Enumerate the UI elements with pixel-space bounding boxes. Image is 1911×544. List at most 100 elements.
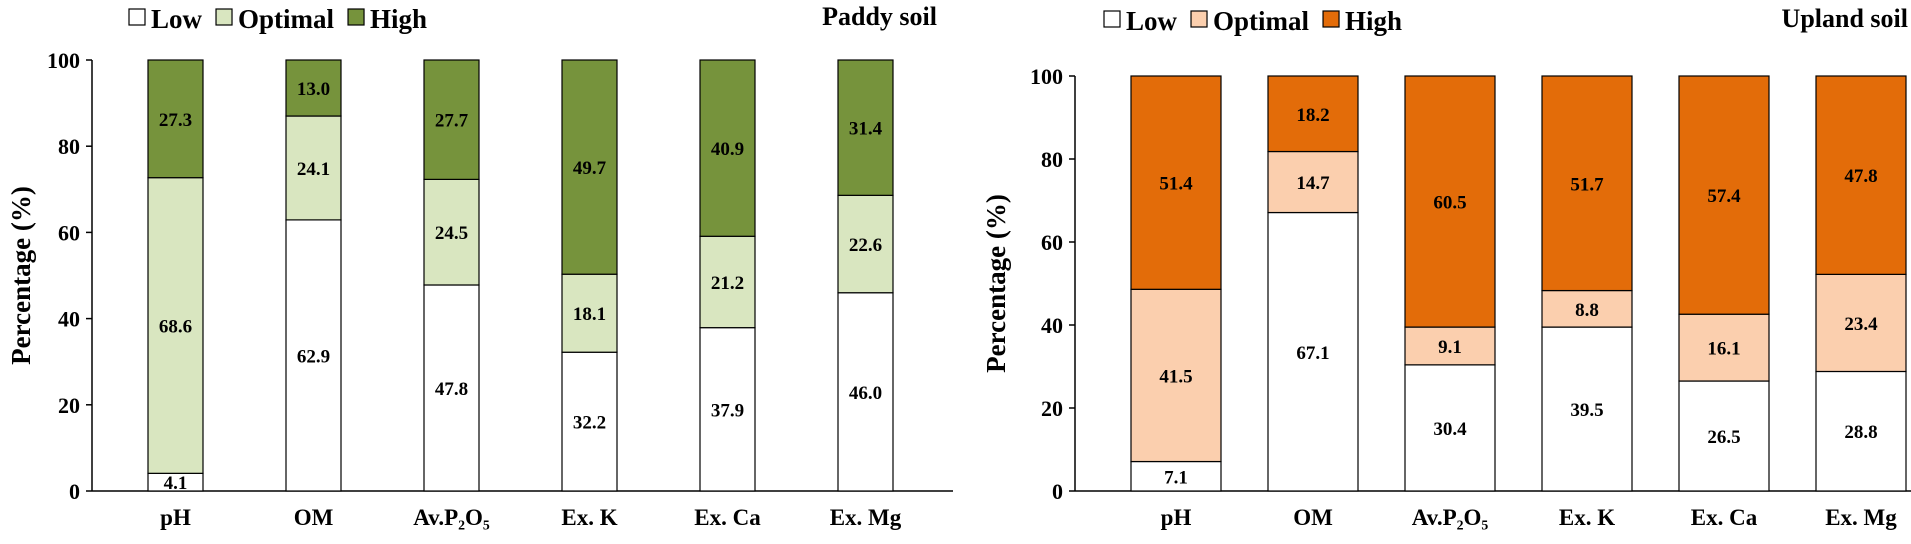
data-label-ex-k-high: 51.7	[1570, 174, 1604, 195]
data-label-av-p-o-optimal: 24.5	[435, 223, 468, 244]
x-tick-label-ph: pH	[1161, 505, 1192, 530]
bar-ex-ca-high	[1678, 75, 1770, 315]
bar-om-optimal	[285, 115, 342, 221]
data-label-ph-low: 4.1	[164, 473, 188, 494]
bar-om-low	[285, 219, 342, 492]
y-axis-label: Percentage (%)	[6, 186, 36, 365]
bar-av-p-o-optimal	[1404, 326, 1496, 366]
y-tick-label: 0	[1052, 479, 1063, 504]
data-label-ph-optimal: 41.5	[1159, 366, 1192, 387]
data-label-ex-ca-low: 37.9	[711, 400, 744, 421]
bar-ex-ca-low	[699, 327, 756, 492]
bar-av-p-o-high	[423, 59, 480, 180]
data-label-ph-optimal: 68.6	[159, 316, 192, 337]
legend-label-low: Low	[151, 4, 203, 34]
bar-om-high	[285, 59, 342, 117]
chart-title: Upland soil	[1782, 4, 1908, 33]
x-tick-label-ex-k: Ex. K	[1559, 505, 1615, 530]
legend-swatch-optimal	[1190, 10, 1208, 28]
y-tick-label: 100	[1030, 64, 1063, 89]
bar-ex-ca-optimal	[699, 235, 756, 329]
data-label-av-p-o-high: 60.5	[1433, 193, 1466, 214]
data-label-om-high: 18.2	[1296, 105, 1329, 126]
y-tick-label: 40	[1041, 313, 1063, 338]
legend-swatch-low	[128, 8, 146, 26]
bar-ex-mg-optimal	[1815, 273, 1907, 373]
bar-ex-ca-high	[699, 59, 756, 237]
bar-ex-mg-high	[837, 59, 894, 196]
data-label-ex-ca-high: 57.4	[1707, 186, 1741, 207]
data-label-ex-k-optimal: 8.8	[1575, 300, 1599, 321]
x-tick-label-ex-mg: Ex. Mg	[1825, 505, 1897, 530]
data-label-om-optimal: 14.7	[1296, 173, 1330, 194]
bar-ex-k-low	[1541, 326, 1633, 492]
bar-ex-k-low	[561, 351, 618, 492]
data-label-ex-mg-low: 28.8	[1844, 422, 1877, 443]
data-label-ph-low: 7.1	[1164, 467, 1188, 488]
bar-om-optimal	[1267, 150, 1359, 214]
y-axis-label: Percentage (%)	[981, 194, 1011, 373]
data-label-av-p-o-low: 30.4	[1433, 419, 1467, 440]
y-tick-label: 60	[58, 220, 80, 245]
bar-ex-mg-low	[837, 292, 894, 492]
bar-ex-mg-optimal	[837, 194, 894, 294]
bar-ex-k-optimal	[1541, 289, 1633, 328]
y-tick-label: 40	[58, 307, 80, 332]
x-tick-label-ex-ca: Ex. Ca	[1691, 505, 1758, 530]
x-tick-label-ph: pH	[160, 505, 191, 530]
y-tick-label: 60	[1041, 230, 1063, 255]
legend-swatch-low	[1103, 10, 1121, 28]
y-tick-label: 20	[1041, 396, 1063, 421]
y-tick-label: 100	[47, 48, 80, 73]
legend-swatch-high	[347, 8, 365, 26]
data-label-ex-mg-optimal: 23.4	[1844, 314, 1878, 335]
x-tick-label-om: OM	[1293, 505, 1333, 530]
legend-label-optimal: Optimal	[1213, 6, 1310, 36]
legend-label-optimal: Optimal	[238, 4, 335, 34]
data-label-ph-high: 27.3	[159, 110, 192, 131]
bar-ph-optimal	[1130, 288, 1222, 463]
data-label-om-high: 13.0	[297, 79, 330, 100]
data-label-om-optimal: 24.1	[297, 159, 330, 180]
chart-paddy: 0 20 40 60 80 100 Percentage (%) Paddy soil Low O…	[6, 2, 953, 530]
data-label-ex-ca-low: 26.5	[1707, 427, 1740, 448]
bar-ph-low	[1130, 460, 1222, 492]
data-label-ex-mg-high: 47.8	[1844, 166, 1877, 187]
legend-swatch-optimal	[215, 8, 233, 26]
x-tick-label-ex-ca: Ex. Ca	[694, 505, 761, 530]
data-label-ex-mg-low: 46.0	[849, 383, 882, 404]
legend-label-high: High	[370, 4, 427, 34]
chart-upland: 0 20 40 60 80 100 Percentage (%) Upland soil Low…	[981, 4, 1911, 530]
data-label-ex-k-low: 32.2	[573, 413, 606, 434]
data-label-ex-ca-optimal: 21.2	[711, 273, 744, 294]
y-tick-label: 80	[58, 134, 80, 159]
bar-ex-k-optimal	[561, 273, 618, 353]
data-label-ex-ca-optimal: 16.1	[1707, 339, 1740, 360]
bar-om-high	[1267, 75, 1359, 153]
bar-ex-k-high	[561, 59, 618, 275]
x-tick-label-om: OM	[294, 505, 334, 530]
y-tick-label: 20	[58, 393, 80, 418]
data-label-om-low: 62.9	[297, 346, 330, 367]
data-label-ex-ca-high: 40.9	[711, 139, 744, 160]
data-label-ph-high: 51.4	[1159, 174, 1193, 195]
legend-label-low: Low	[1126, 6, 1178, 36]
bar-ex-ca-optimal	[1678, 313, 1770, 382]
data-label-ex-k-high: 49.7	[573, 158, 607, 179]
bar-ph-optimal	[147, 177, 204, 474]
data-label-ex-mg-optimal: 22.6	[849, 235, 882, 256]
data-label-av-p-o-high: 27.7	[435, 111, 469, 132]
y-tick-label: 0	[69, 479, 80, 504]
data-label-ex-k-optimal: 18.1	[573, 304, 606, 325]
bar-ph-high	[147, 59, 204, 179]
bar-av-p-o-high	[1404, 75, 1496, 328]
y-tick-label: 80	[1041, 147, 1063, 172]
data-label-ex-k-low: 39.5	[1570, 400, 1603, 421]
bar-ph-high	[1130, 75, 1222, 290]
chart-title: Paddy soil	[822, 2, 937, 31]
data-label-av-p-o-low: 47.8	[435, 379, 468, 400]
x-tick-label-ex-k: Ex. K	[561, 505, 617, 530]
data-label-av-p-o-optimal: 9.1	[1438, 337, 1462, 358]
legend-label-high: High	[1345, 6, 1402, 36]
